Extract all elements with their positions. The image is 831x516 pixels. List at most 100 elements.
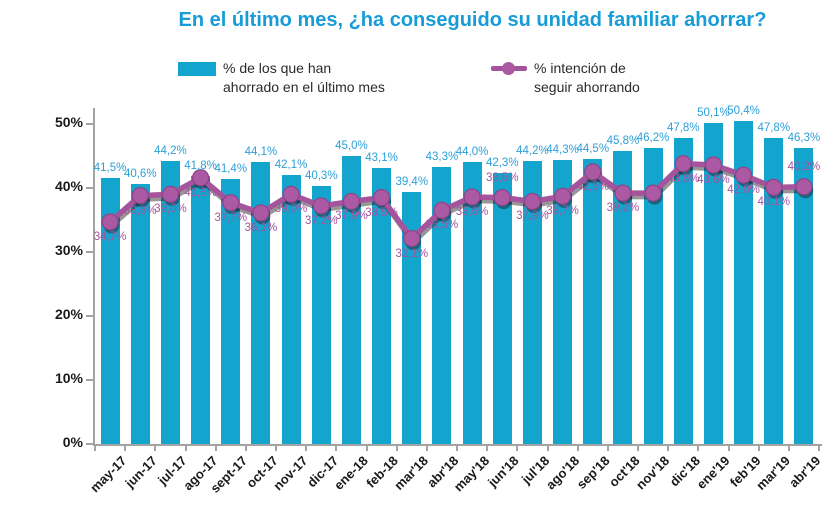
line-value-label: 42,5% (576, 181, 610, 193)
legend-bars-label: % de los que han ahorrado en el último m… (223, 59, 385, 97)
bar (191, 176, 211, 444)
y-axis-label: 50% (54, 114, 83, 130)
legend-item-bars: % de los que han ahorrado en el último m… (178, 59, 385, 97)
line-series-swatch-icon (491, 59, 529, 78)
x-axis-label: abr'19 (786, 453, 824, 491)
bar-value-label: 41,4% (214, 163, 248, 176)
bar (341, 156, 361, 444)
y-axis (93, 108, 95, 446)
bar (281, 174, 301, 444)
line-value-label: 32,1% (395, 247, 429, 260)
x-axis-tick (576, 445, 579, 451)
bar-value-label: 46,2% (636, 132, 670, 145)
bar-value-label: 47,8% (757, 122, 791, 135)
bar-value-label: 50,4% (727, 105, 760, 118)
bar-value-label: 50,1% (697, 107, 730, 120)
x-axis-tick (184, 445, 187, 451)
x-axis-tick (727, 445, 730, 451)
line-value-label: 38,5% (365, 206, 398, 219)
line-value-label: 39,0% (154, 203, 187, 216)
bar (130, 184, 150, 444)
x-axis-tick (787, 445, 790, 451)
legend-line-label: % intención de seguir ahorrando (534, 59, 640, 97)
line-value-label: 36,5% (425, 219, 459, 232)
x-axis-tick (425, 445, 428, 451)
x-axis-tick (275, 445, 277, 451)
line-value-label: 38,7% (546, 205, 579, 218)
bar (100, 178, 120, 444)
x-axis-tick (516, 445, 519, 451)
bar-value-label: 47,8% (666, 122, 700, 135)
bar-value-label: 46,3% (787, 131, 821, 144)
x-axis-tick (124, 445, 127, 451)
line-value-label: 39,2% (606, 202, 640, 215)
y-axis-tick (86, 379, 93, 381)
bar-value-label: 39,4% (395, 175, 429, 188)
y-axis-tick (86, 251, 93, 253)
legend-bars-label-line1: % de los que han (223, 60, 332, 76)
x-axis-tick (697, 445, 700, 451)
y-axis-tick (86, 443, 93, 445)
bar-value-label: 43,1% (365, 152, 398, 165)
x-axis-tick (546, 445, 549, 451)
x-axis-tick (637, 445, 639, 451)
y-axis-tick (86, 187, 93, 189)
x-axis-label: nov'18 (633, 453, 673, 493)
x-axis-tick (335, 445, 338, 451)
bar-value-label: 44,2% (154, 145, 187, 158)
line-value-label: 40,1% (757, 196, 791, 209)
y-axis-label: 20% (54, 306, 83, 322)
y-axis-label: 30% (54, 242, 83, 258)
x-axis-tick (606, 445, 609, 451)
x-axis-label: sep'18 (573, 453, 613, 492)
x-axis-tick (818, 445, 820, 451)
bar-value-label: 40,6% (123, 168, 157, 181)
bar (522, 161, 542, 444)
y-axis-tick (86, 315, 93, 317)
x-axis-tick (154, 445, 157, 451)
bar-value-label: 44,1% (244, 145, 278, 158)
bar-value-label: 45,8% (606, 134, 640, 147)
legend-line-label-line2: seguir ahorrando (534, 79, 640, 95)
y-axis-label: 10% (54, 370, 83, 386)
line-value-label: 39,0% (274, 203, 308, 216)
bar (221, 179, 241, 444)
x-axis-tick (486, 445, 489, 451)
bar-value-label: 43,3% (425, 150, 459, 163)
line-value-label: 36,1% (244, 221, 278, 234)
bar-value-label: 44,3% (546, 144, 579, 157)
bar (734, 121, 754, 444)
bar (311, 186, 331, 444)
line-swatch-marker-icon (502, 62, 515, 75)
bar-value-label: 42,3% (485, 157, 519, 170)
bar-value-label: 42,1% (274, 158, 308, 171)
x-axis-tick (365, 445, 368, 451)
line-value-label: 38,6% (455, 205, 489, 218)
bar-value-label: 44,2% (516, 145, 549, 158)
x-axis-tick (667, 445, 670, 451)
x-axis-label: jun'18 (485, 453, 522, 490)
bar (402, 191, 422, 444)
y-axis-label: 40% (54, 178, 83, 194)
line-value-label: 38,5% (485, 171, 519, 184)
bar (553, 160, 573, 444)
x-axis-label: ene'19 (694, 453, 734, 492)
bar (462, 162, 482, 444)
chart-title: En el último mes, ¿ha conseguido su unid… (178, 9, 767, 31)
x-axis-tick (94, 445, 96, 451)
bar-value-label: 44,5% (576, 143, 610, 156)
x-axis-label: jun-17 (122, 453, 160, 491)
x-axis-tick (305, 445, 308, 451)
bar-value-label: 45,0% (335, 140, 368, 152)
x-axis-tick (244, 445, 247, 451)
x-axis-tick (395, 445, 398, 451)
x-axis-tick (757, 445, 760, 451)
x-axis-label: may-17 (87, 453, 130, 496)
x-axis-tick (214, 445, 217, 451)
legend-line-label-line1: % intención de (534, 60, 626, 76)
bar (613, 150, 633, 444)
line-value-label: 42,0% (727, 184, 760, 197)
bar-value-label: 44,0% (455, 146, 489, 159)
